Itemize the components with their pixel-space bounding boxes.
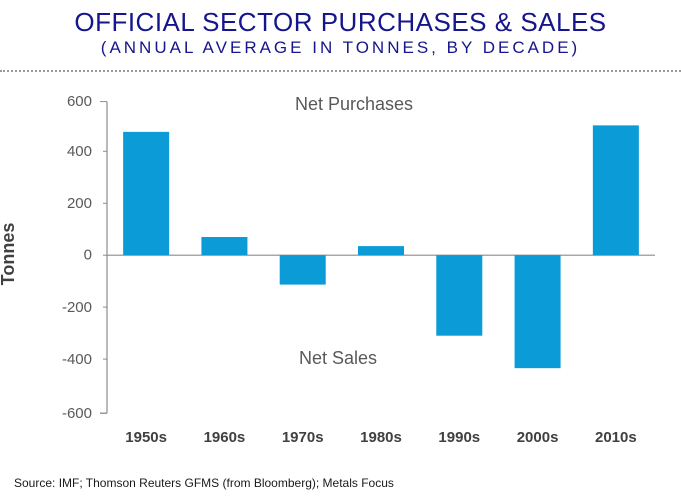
svg-text:0: 0 xyxy=(84,247,92,264)
svg-text:2000s: 2000s xyxy=(517,429,559,446)
svg-text:2010s: 2010s xyxy=(595,429,637,446)
svg-text:1950s: 1950s xyxy=(125,429,167,446)
svg-text:200: 200 xyxy=(67,195,92,212)
svg-text:600: 600 xyxy=(67,93,92,110)
svg-text:-400: -400 xyxy=(62,351,92,368)
svg-text:400: 400 xyxy=(67,143,92,160)
svg-text:Tonnes: Tonnes xyxy=(0,223,18,286)
svg-text:-200: -200 xyxy=(62,299,92,316)
svg-text:Net Sales: Net Sales xyxy=(299,348,377,368)
svg-text:1970s: 1970s xyxy=(282,429,324,446)
svg-text:1980s: 1980s xyxy=(360,429,402,446)
svg-text:-600: -600 xyxy=(62,405,92,422)
svg-text:1960s: 1960s xyxy=(204,429,246,446)
svg-text:Net Purchases: Net Purchases xyxy=(295,94,413,114)
svg-text:1990s: 1990s xyxy=(438,429,480,446)
